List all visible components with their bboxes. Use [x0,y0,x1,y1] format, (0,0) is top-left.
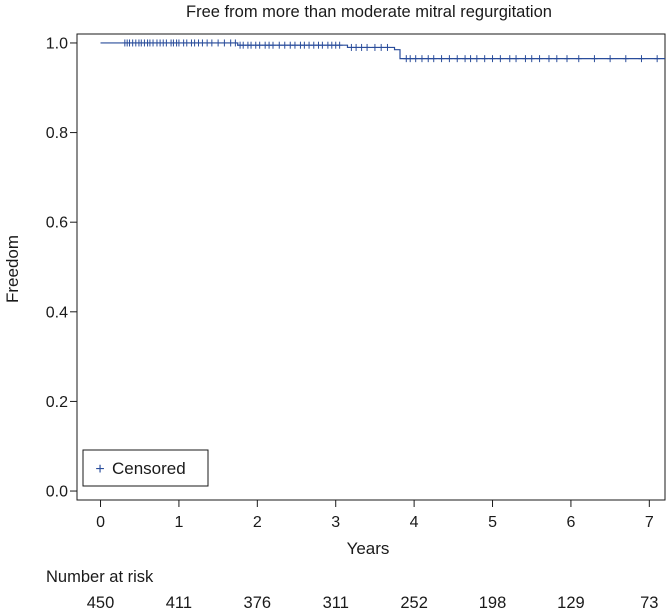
x-tick-label: 7 [645,514,654,531]
y-tick-label: 0.8 [46,125,68,142]
censor-mark [358,43,365,51]
censor-mark [232,39,239,47]
censor-mark [384,43,391,51]
x-tick-label: 0 [96,514,105,531]
censor-mark [430,55,437,63]
censor-mark [425,55,432,63]
censor-mark [208,39,215,47]
plot-frame [76,33,666,501]
censor-mark [528,55,535,63]
censor-mark [319,41,326,49]
censor-mark [575,55,582,63]
y-axis: 0.0 0.2 0.4 0.6 0.8 1.0 [46,35,77,501]
legend-marker: + [95,461,104,478]
censor-mark [412,55,419,63]
censor-mark [481,55,488,63]
x-tick-label: 1 [174,514,183,531]
censor-mark [276,41,283,49]
y-tick-label: 0.0 [46,484,68,501]
censor-mark [353,43,360,51]
censor-mark [281,41,288,49]
risk-value: 73 [640,594,658,612]
censor-mark [446,55,453,63]
censor-mark [607,55,614,63]
x-tick-label: 2 [253,514,262,531]
censor-mark [336,41,343,49]
legend-box [82,449,209,487]
series-layer [100,39,665,63]
risk-value: 311 [323,594,349,612]
y-tick-label: 0.2 [46,394,68,411]
censor-mark [462,55,469,63]
risk-value: 411 [166,594,192,612]
y-tick-label: 0.4 [46,304,68,321]
censor-mark [454,55,461,63]
x-tick-label: 6 [566,514,575,531]
survival-curve [100,42,665,60]
censor-mark [270,41,276,49]
censor-mark [378,43,385,51]
legend-label: Censored [112,459,186,478]
y-tick-label: 0.6 [46,215,68,232]
y-axis-label: Freedom [3,235,22,303]
censor-mark [591,55,598,63]
chart-title: Free from more than moderate mitral regu… [186,3,552,21]
censor-mark [506,55,513,63]
censor-mark [638,55,645,63]
censor-mark [407,55,414,63]
censor-mark [256,41,263,49]
censor-mark [522,55,529,63]
censor-mark [364,43,371,51]
censor-mark [536,55,543,63]
censor-mark [497,55,504,63]
risk-table: 450 411 376 311 252 198 129 73 [87,594,659,612]
censor-mark [291,41,298,49]
censor-mark [545,55,552,63]
x-tick-label: 4 [410,514,419,531]
censor-mark [215,39,222,47]
censor-mark [371,43,378,51]
x-axis: 0 1 2 3 4 5 6 7 [96,500,654,531]
censor-mark [553,55,560,63]
risk-value: 129 [557,594,585,612]
censor-mark [438,55,445,63]
x-tick-label: 5 [488,514,497,531]
risk-value: 198 [479,594,507,612]
x-tick-label: 3 [331,514,340,531]
censor-mark [489,55,496,63]
legend: + Censored [82,449,209,487]
risk-table-label: Number at risk [46,568,154,586]
censor-mark [418,55,425,63]
censor-mark [473,55,480,63]
censor-mark [221,39,228,47]
censor-mark [654,55,661,63]
y-tick-label: 1.0 [46,35,68,52]
censor-mark [622,55,629,63]
risk-value: 376 [244,594,272,612]
censor-mark [467,55,474,63]
x-axis-label: Years [347,539,390,558]
risk-value: 252 [400,594,428,612]
censor-mark [564,55,570,63]
censor-mark [513,55,520,63]
risk-value: 450 [87,594,115,612]
